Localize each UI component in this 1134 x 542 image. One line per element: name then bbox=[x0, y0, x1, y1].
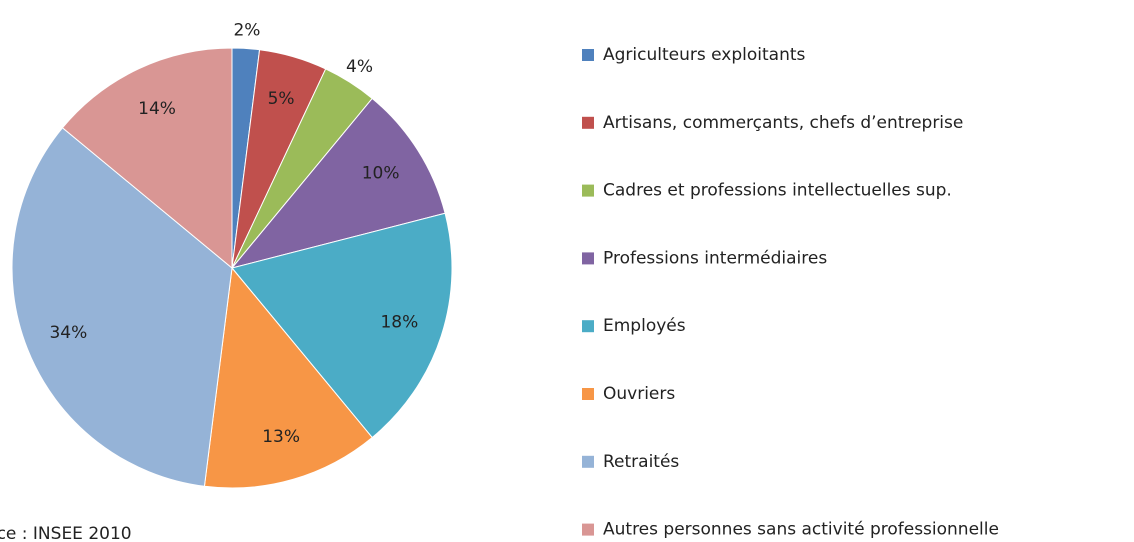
source-note: Source : INSEE 2010 bbox=[0, 524, 132, 542]
legend-label: Professions intermédiaires bbox=[603, 248, 827, 268]
legend-swatch bbox=[582, 252, 594, 265]
legend-label: Autres personnes sans activité professio… bbox=[603, 520, 999, 540]
pie-slice bbox=[11, 127, 233, 487]
data-label: 14% bbox=[138, 99, 176, 119]
legend-label: Employés bbox=[603, 316, 686, 336]
data-label: 18% bbox=[380, 312, 418, 332]
data-label: 5% bbox=[268, 89, 295, 109]
legend-swatch bbox=[582, 184, 594, 197]
pie-slice bbox=[61, 47, 233, 270]
pie-slice bbox=[203, 266, 373, 489]
legend-swatch bbox=[582, 320, 594, 333]
legend-label: Ouvriers bbox=[603, 384, 675, 404]
legend-swatch bbox=[582, 116, 594, 129]
pie-slice bbox=[231, 212, 453, 439]
pie-slice bbox=[230, 97, 446, 269]
legend-swatch bbox=[582, 49, 594, 61]
data-label: 10% bbox=[362, 164, 400, 184]
legend-label: Cadres et professions intellectuelles su… bbox=[603, 181, 952, 201]
legend-label: Retraités bbox=[603, 452, 679, 472]
data-label: 4% bbox=[346, 57, 373, 77]
legend-label: Agriculteurs exploitants bbox=[603, 45, 806, 65]
data-label: 13% bbox=[262, 427, 300, 447]
legend-label: Artisans, commerçants, chefs d’entrepris… bbox=[603, 113, 963, 133]
data-label: 34% bbox=[49, 323, 87, 343]
legend-swatch bbox=[582, 455, 594, 468]
data-label: 2% bbox=[233, 20, 260, 40]
legend-swatch bbox=[582, 388, 594, 400]
legend-swatch bbox=[582, 523, 594, 536]
